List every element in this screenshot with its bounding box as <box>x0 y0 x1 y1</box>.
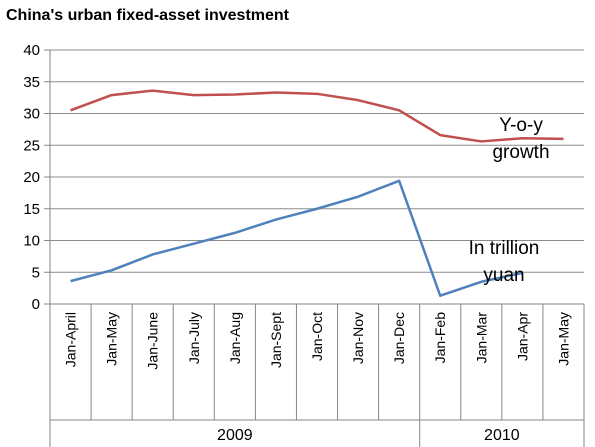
chart-title: China's urban fixed-asset investment <box>6 7 290 24</box>
y-tick-label: 10 <box>23 233 40 250</box>
y-tick-label: 35 <box>23 74 40 91</box>
series-annotation: Y-o-y <box>499 115 543 136</box>
x-tick-label: Jan-July <box>186 312 202 364</box>
series-line-0 <box>70 89 564 143</box>
x-tick-label: Jan-Oct <box>309 312 325 361</box>
series-lines <box>70 89 564 297</box>
x-axis: Jan-April Jan-May Jan-June Jan-July Jan-Aug J… <box>49 303 585 447</box>
x-tick-label: Jan-June <box>145 312 161 370</box>
x-tick-label: Jan-Nov <box>350 312 366 364</box>
y-tick-label: 40 <box>23 42 40 59</box>
series-annotation: In trillion <box>469 238 540 259</box>
y-tick-label: 25 <box>23 137 40 154</box>
series-annotations: Y-o-y growth In trillion yuan <box>469 115 550 286</box>
y-tick-label: 20 <box>23 169 40 186</box>
x-tick-label: Jan-Aug <box>227 312 243 364</box>
x-tick-label: Jan-May <box>555 312 571 366</box>
series-line-1 <box>70 179 523 297</box>
x-tick-label: Jan-Feb <box>432 312 448 364</box>
y-axis: 0 5 10 15 20 25 30 35 40 <box>23 42 51 313</box>
series-annotation: growth <box>492 142 549 163</box>
x-tick-label: Jan-Apr <box>514 312 530 361</box>
y-tick-label: 0 <box>32 296 40 313</box>
x-tick-label: Jan-Sept <box>268 312 284 368</box>
x-tick-label: Jan-April <box>63 312 79 367</box>
group-label: 2009 <box>217 427 253 444</box>
y-tick-label: 30 <box>23 106 40 123</box>
x-tick-label: Jan-Mar <box>473 312 489 364</box>
x-tick-label: Jan-Dec <box>391 312 407 364</box>
y-tick-label: 15 <box>23 201 40 218</box>
group-label: 2010 <box>484 427 520 444</box>
series-annotation: yuan <box>483 265 524 286</box>
y-tick-label: 5 <box>32 264 40 281</box>
x-tick-label: Jan-May <box>104 312 120 366</box>
